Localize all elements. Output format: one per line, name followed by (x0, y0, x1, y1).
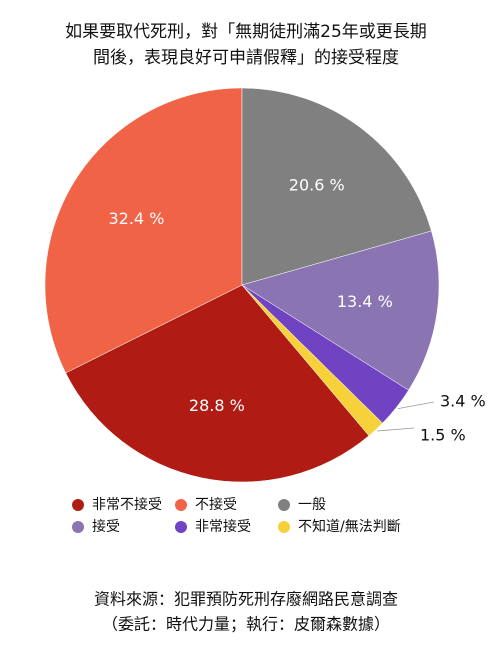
legend-label: 非常接受 (195, 518, 251, 535)
legend-label: 一般 (298, 497, 326, 513)
legend-swatch (175, 521, 187, 533)
pie-slice (44, 87, 243, 374)
data-label: 32.4 % (108, 209, 164, 228)
pie-slice (241, 230, 440, 391)
legend-swatch (72, 499, 84, 511)
legend-swatch (175, 499, 187, 511)
leader-line (377, 427, 415, 432)
legend-swatch (72, 521, 84, 533)
data-label: 13.4 % (337, 292, 393, 311)
pie-slice (241, 87, 432, 286)
chart-title: 如果要取代死刑，對「無期徒刑滿25年或更長期 (65, 22, 427, 42)
data-label: 1.5 % (420, 426, 466, 445)
source-note: （委託：時代力量；執行：皮爾森數據） (102, 615, 390, 634)
legend-label: 接受 (92, 518, 120, 535)
data-label: 28.8 % (189, 396, 245, 415)
legend-label: 不接受 (195, 496, 237, 513)
legend-label: 非常不接受 (92, 496, 162, 513)
leader-line (397, 401, 435, 409)
legend-swatch (278, 499, 290, 511)
data-label: 20.6 % (289, 175, 345, 194)
chart-title: 間後，表現良好可申請假釋」的接受程度 (93, 48, 399, 68)
pie-slice (65, 284, 370, 483)
data-label: 3.4 % (440, 392, 486, 411)
source-note: 資料來源：犯罪預防死刑存廢網路民意調查 (94, 590, 398, 609)
legend-label: 不知道/無法判斷 (298, 518, 401, 535)
legend-swatch (278, 521, 290, 533)
pie-slice (241, 284, 383, 437)
